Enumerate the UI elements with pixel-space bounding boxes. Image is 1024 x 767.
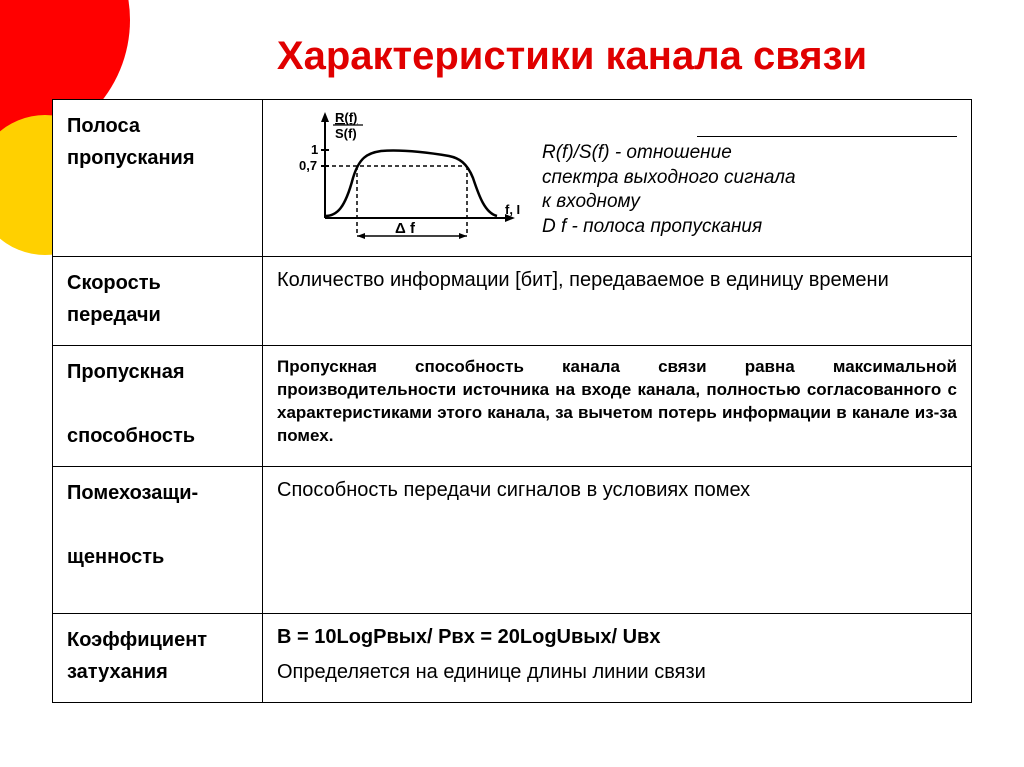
label-line: Помехозащи- bbox=[67, 482, 198, 504]
label-line: способность bbox=[67, 425, 195, 447]
label-line: затухания bbox=[67, 661, 168, 683]
label-line: Пропускная bbox=[67, 361, 185, 383]
label-line: передачи bbox=[67, 304, 161, 326]
label-line: Коэффициент bbox=[67, 629, 207, 651]
characteristics-table: Полоса пропускания R(f) S(f) 1 bbox=[52, 99, 972, 703]
row-text: Способность передачи сигналов в условиях… bbox=[277, 479, 750, 501]
label-line: щенность bbox=[67, 546, 164, 568]
row-content: B = 10LogPвых/ Pвх = 20LogUвых/ Uвх Опре… bbox=[263, 614, 972, 703]
row-label: Скорость передачи bbox=[53, 257, 263, 346]
desc-line: спектра выходного сигнала bbox=[542, 167, 796, 188]
label-line: пропускания bbox=[67, 147, 195, 169]
row-content: Пропускная способность канала связи равн… bbox=[263, 346, 972, 467]
row-text: Количество информации [бит], передаваемо… bbox=[277, 269, 889, 291]
y-label-top: R(f) bbox=[335, 110, 357, 125]
row-content: Количество информации [бит], передаваемо… bbox=[263, 257, 972, 346]
row-label: Коэффициент затухания bbox=[53, 614, 263, 703]
row-content: R(f) S(f) 1 0,7 bbox=[263, 100, 972, 257]
formula-desc: Определяется на единице длины линии связ… bbox=[277, 659, 957, 686]
table-row: Скорость передачи Количество информации … bbox=[53, 257, 972, 346]
x-label: f, I bbox=[505, 202, 520, 217]
bandwidth-chart: R(f) S(f) 1 0,7 bbox=[277, 108, 532, 248]
y-tick-1: 1 bbox=[311, 142, 318, 157]
table-row: Полоса пропускания R(f) S(f) 1 bbox=[53, 100, 972, 257]
table-row: Коэффициент затухания B = 10LogPвых/ Pвх… bbox=[53, 614, 972, 703]
y-label-bot: S(f) bbox=[335, 126, 357, 141]
table-row: Помехозащи- щенность Способность передач… bbox=[53, 467, 972, 614]
bandwidth-description: R(f)/S(f) - отношение спектра выходного … bbox=[542, 108, 957, 240]
underline bbox=[697, 136, 957, 137]
row-label: Помехозащи- щенность bbox=[53, 467, 263, 614]
desc-line: к входному bbox=[542, 191, 640, 212]
page-title: Характеристики канала связи bbox=[0, 0, 1024, 99]
row-content: Способность передачи сигналов в условиях… bbox=[263, 467, 972, 614]
delta-f-label: Δ f bbox=[395, 220, 416, 237]
desc-line: R(f)/S(f) - отношение bbox=[542, 142, 732, 163]
formula-text: B = 10LogPвых/ Pвх = 20LogUвых/ Uвх bbox=[277, 624, 957, 651]
y-tick-07: 0,7 bbox=[299, 158, 317, 173]
label-line: Скорость bbox=[67, 272, 161, 294]
row-label: Полоса пропускания bbox=[53, 100, 263, 257]
label-line: Полоса bbox=[67, 115, 140, 137]
row-label: Пропускная способность bbox=[53, 346, 263, 467]
row-text: Пропускная способность канала связи равн… bbox=[277, 356, 957, 448]
desc-line: D f - полоса пропускания bbox=[542, 216, 762, 237]
table-row: Пропускная способность Пропускная способ… bbox=[53, 346, 972, 467]
